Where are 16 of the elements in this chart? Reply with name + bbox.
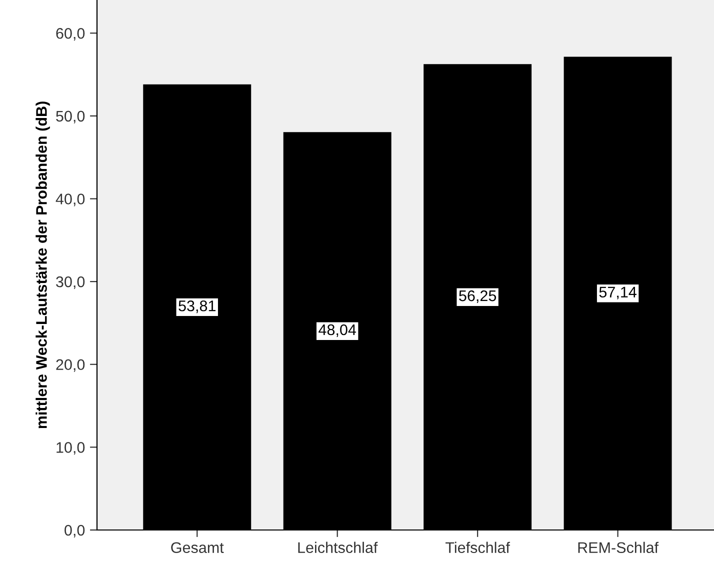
y-tick-label: 60,0 xyxy=(56,28,85,41)
y-tick-label: 40,0 xyxy=(56,194,85,206)
data-label: 53,81 xyxy=(178,300,216,314)
data-label: 48,04 xyxy=(318,324,356,337)
y-tick-label: 0,0 xyxy=(64,524,85,538)
y-tick-label: 10,0 xyxy=(56,442,85,455)
y-tick-label: 30,0 xyxy=(56,276,85,290)
x-tick-label: REM-Schlaf xyxy=(578,542,659,554)
x-tick-label: Leichtschlaf xyxy=(298,542,378,554)
data-label: 57,14 xyxy=(599,286,636,300)
y-tick-label: 20,0 xyxy=(56,359,85,372)
y-tick-label: 50,0 xyxy=(56,110,85,124)
data-label: 56,25 xyxy=(459,290,496,303)
x-tick-label: Tiefschlaf xyxy=(446,542,510,554)
y-axis-title: mittlere Weck-Lautstärke der Probanden (dB) xyxy=(36,102,50,428)
x-tick-label: Gesamt xyxy=(171,542,224,554)
